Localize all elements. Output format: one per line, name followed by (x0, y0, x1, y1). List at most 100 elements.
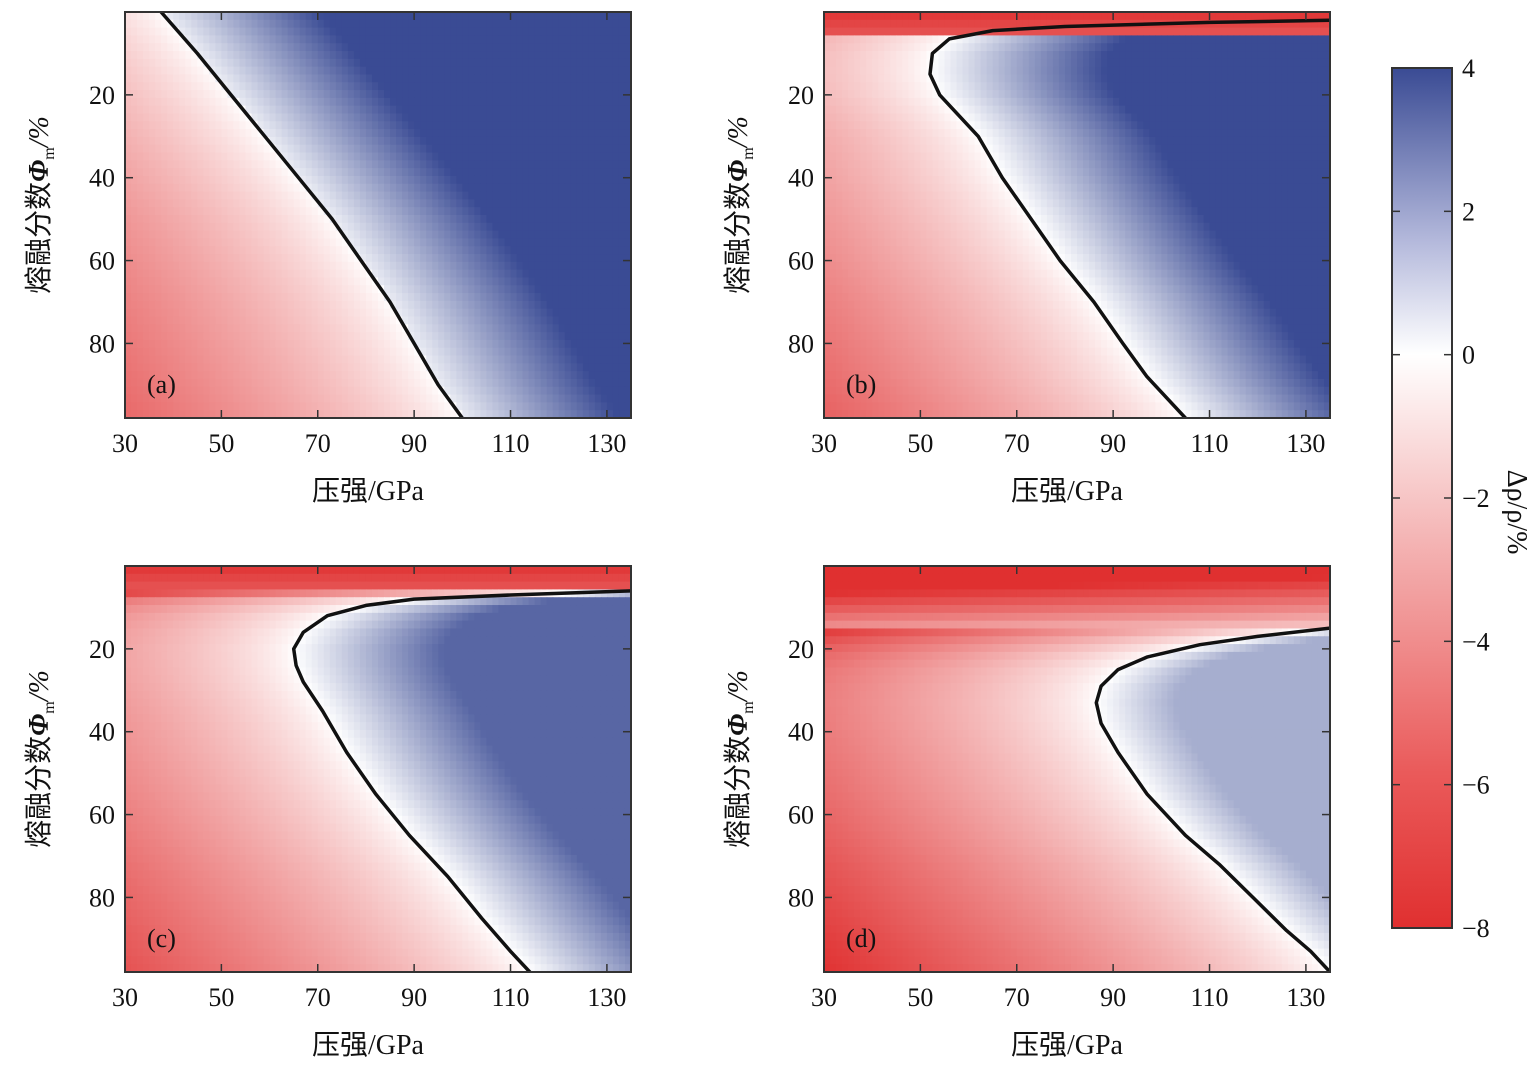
heatmap-cell (1161, 35, 1168, 44)
heatmap-cell (438, 316, 445, 325)
heatmap-cell (317, 238, 325, 247)
heatmap-cell (209, 410, 216, 419)
heatmap-cell (173, 355, 180, 364)
heatmap-cell (353, 136, 361, 146)
heatmap-cell (179, 58, 186, 68)
heatmap-cell (540, 238, 548, 247)
heatmap-cell (1149, 35, 1156, 44)
heatmap-cell (269, 285, 277, 294)
heatmap-cell (209, 129, 216, 138)
heatmap-cell (408, 27, 415, 37)
heatmap-cell (371, 308, 379, 318)
heatmap-cell (185, 402, 192, 411)
heatmap-cell (564, 66, 572, 76)
heatmap-cell (1239, 19, 1247, 29)
heatmap-cell (390, 97, 397, 107)
heatmap-cell (426, 300, 433, 310)
heatmap-cell (173, 97, 180, 107)
heatmap-cell (582, 371, 590, 380)
heatmap-cell (432, 332, 439, 341)
heatmap-cell (540, 90, 548, 99)
heatmap-cell (161, 238, 168, 247)
heatmap-cell (251, 316, 259, 325)
heatmap-cell (131, 51, 138, 60)
heatmap-cell (149, 222, 156, 232)
heatmap-cell (233, 222, 241, 232)
heatmap-cell (480, 136, 488, 146)
heatmap-cell (293, 35, 301, 44)
heatmap-cell (384, 402, 391, 411)
heatmap-cell (167, 183, 174, 193)
heatmap-cell (546, 90, 554, 99)
heatmap-cell (848, 12, 855, 21)
heatmap-cell (131, 12, 138, 21)
heatmap-cell (173, 175, 180, 185)
heatmap-cell (269, 183, 277, 193)
heatmap-cell (1227, 12, 1235, 21)
heatmap-cell (860, 35, 867, 44)
heatmap-cell (402, 105, 409, 115)
heatmap-cell (438, 19, 445, 29)
heatmap-cell (534, 191, 542, 200)
heatmap-cell (185, 246, 192, 255)
heatmap-cell (329, 285, 337, 294)
heatmap-cell (305, 19, 313, 29)
heatmap-cell (498, 363, 506, 372)
heatmap-cell (1070, 27, 1078, 37)
heatmap-cell (311, 254, 319, 263)
heatmap-cell (329, 269, 337, 279)
heatmap-cell (564, 207, 572, 216)
heatmap-cell (263, 113, 271, 122)
heatmap-cell (131, 66, 138, 76)
heatmap-cell (227, 58, 235, 68)
heatmap-cell (588, 35, 596, 44)
heatmap-cell (1155, 27, 1162, 37)
heatmap-cell (371, 129, 379, 138)
heatmap-cell (516, 121, 524, 130)
heatmap-cell (492, 175, 500, 185)
heatmap-cell (179, 222, 186, 232)
heatmap-cell (239, 386, 247, 396)
heatmap-cell (576, 371, 584, 380)
heatmap-cell (179, 339, 186, 349)
heatmap-cell (1275, 19, 1283, 29)
heatmap-cell (179, 371, 186, 380)
heatmap-cell (582, 378, 590, 388)
heatmap-cell (402, 121, 409, 130)
heatmap-cell (456, 175, 463, 185)
heatmap-cell (353, 371, 361, 380)
heatmap-cell (426, 215, 433, 224)
heatmap-cell (359, 371, 367, 380)
heatmap-cell (612, 355, 620, 364)
heatmap-cell (335, 183, 343, 193)
heatmap-cell (251, 222, 259, 232)
heatmap-cell (359, 113, 367, 122)
heatmap-cell (305, 230, 313, 240)
heatmap-cell (546, 144, 554, 154)
heatmap-cell (564, 410, 572, 419)
heatmap-cell (594, 97, 602, 107)
heatmap-cell (384, 35, 391, 44)
heatmap-cell (552, 129, 560, 138)
heatmap-cell (371, 207, 379, 216)
heatmap-cell (1173, 12, 1180, 21)
heatmap-cell (1179, 27, 1187, 37)
heatmap-cell (1287, 19, 1295, 29)
heatmap-cell (992, 51, 1000, 60)
heatmap-cell (468, 35, 475, 44)
heatmap-cell (251, 27, 259, 37)
heatmap-cell (1239, 12, 1247, 21)
heatmap-cell (498, 410, 506, 419)
heatmap-cell (125, 254, 132, 263)
heatmap-cell (359, 378, 367, 388)
heatmap-cell (191, 35, 198, 44)
heatmap-cell (167, 82, 174, 91)
heatmap-cell (293, 129, 301, 138)
heatmap-cell (293, 191, 301, 200)
heatmap-cell (624, 324, 632, 333)
heatmap-cell (612, 324, 620, 333)
heatmap-cell (384, 347, 391, 357)
heatmap-cell (522, 254, 530, 263)
heatmap-cell (534, 199, 542, 208)
heatmap-cell (914, 43, 921, 52)
